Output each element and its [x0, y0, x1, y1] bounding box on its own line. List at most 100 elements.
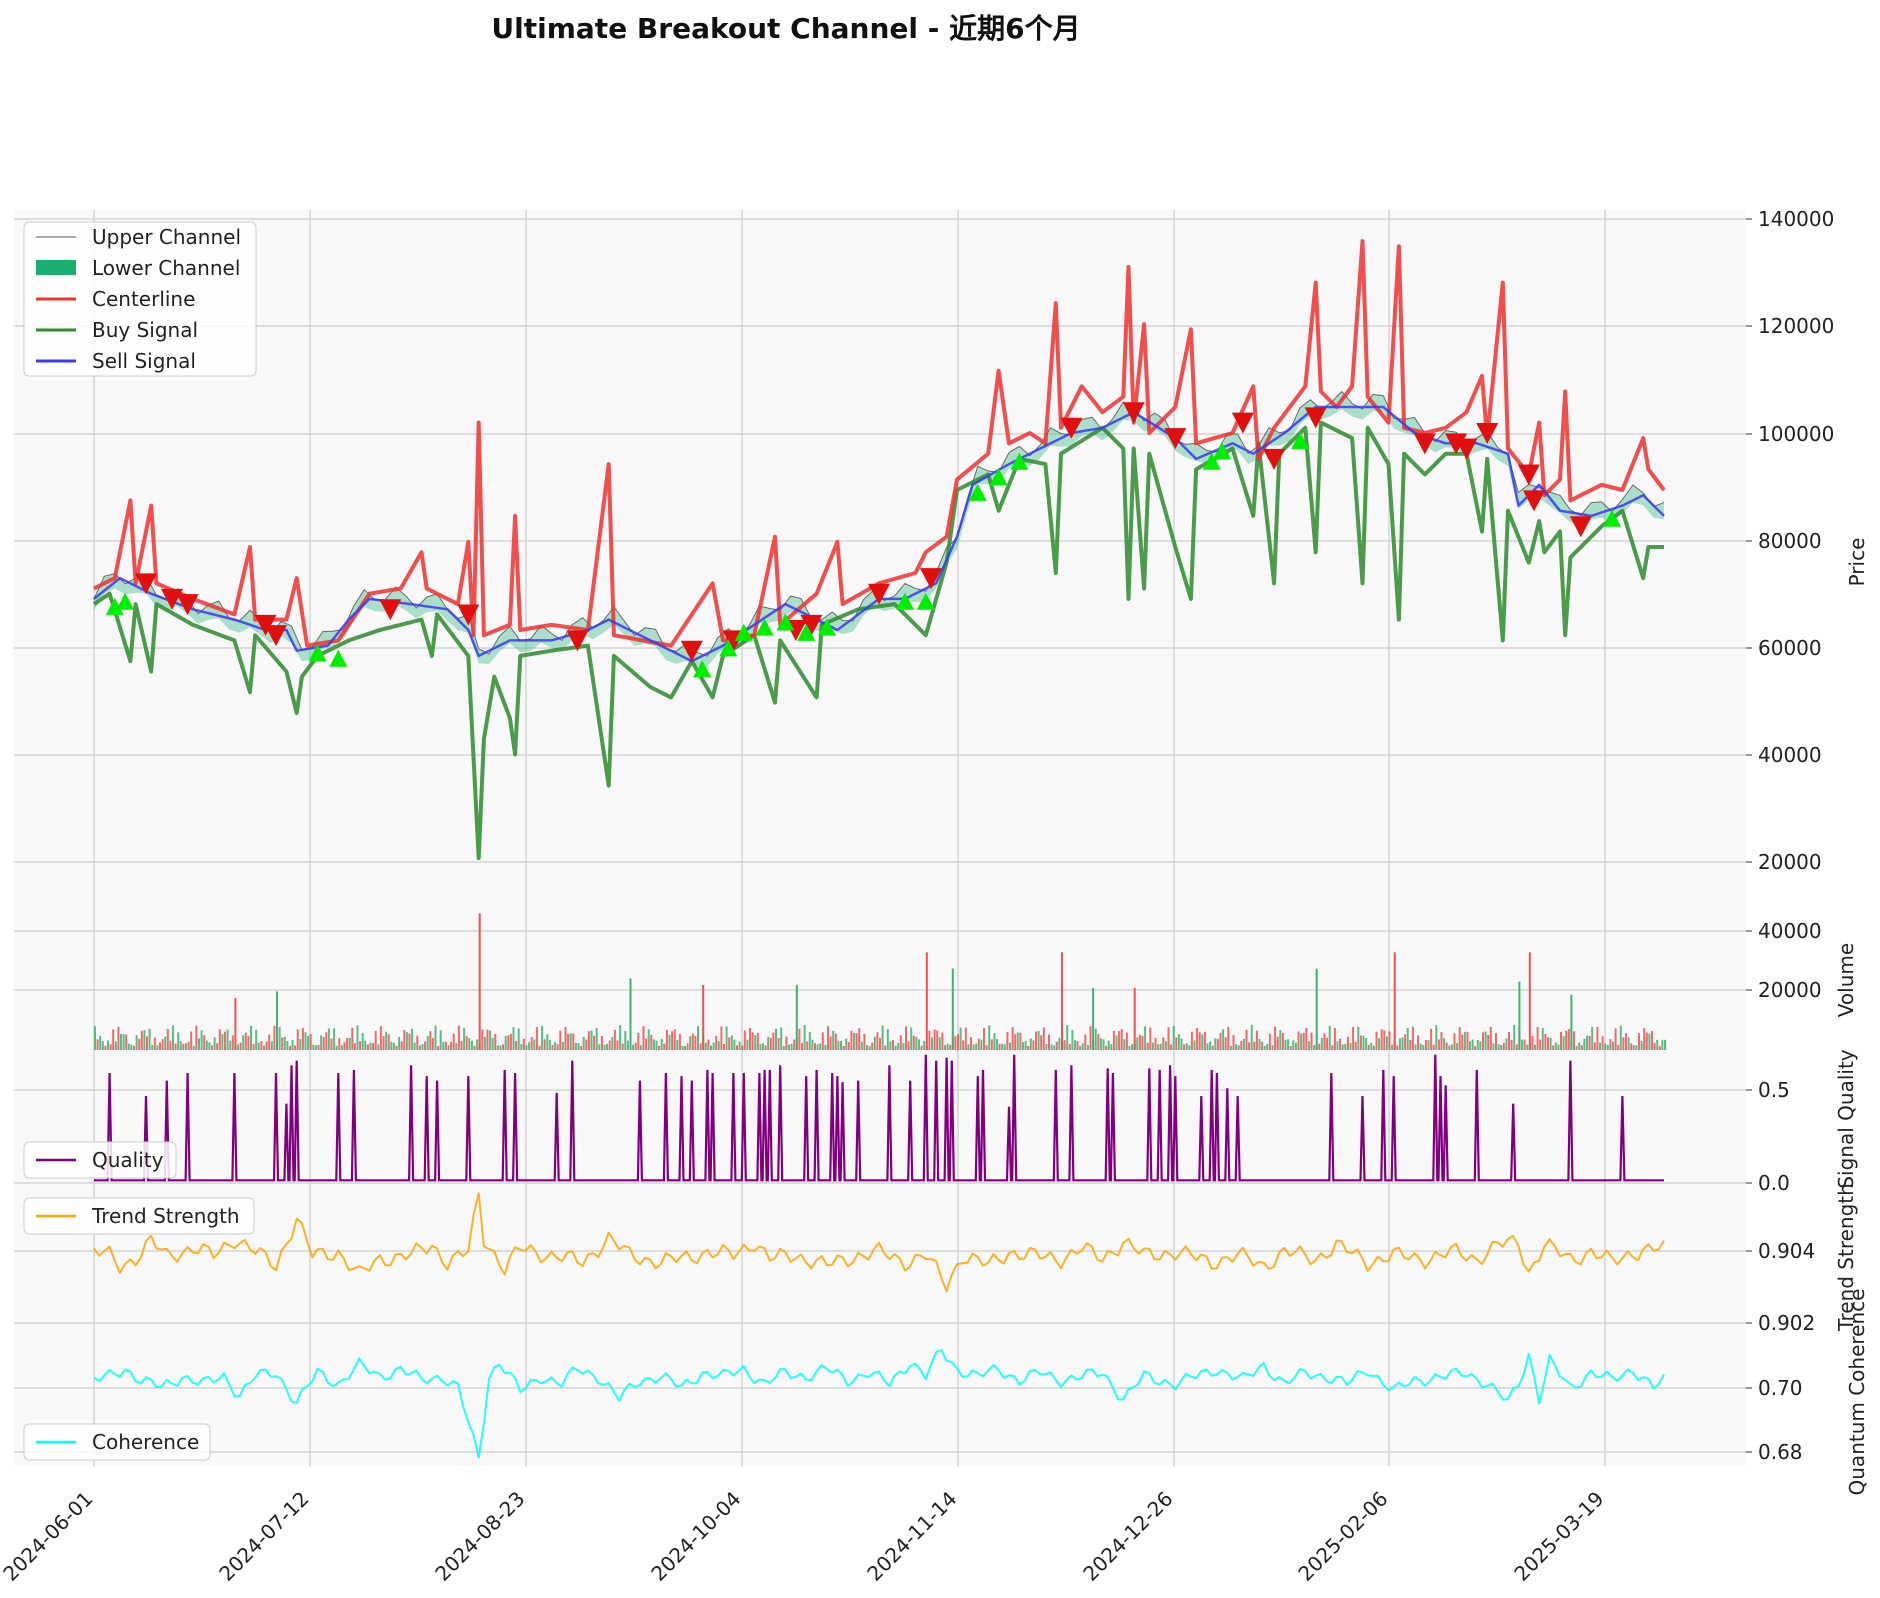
volume-bar: [1206, 1043, 1209, 1050]
quality-line: [94, 1054, 1664, 1182]
legend-label: Lower Channel: [92, 256, 240, 280]
volume-bar: [1375, 1031, 1378, 1050]
buy-marker: [693, 660, 712, 678]
volume-bar: [678, 1033, 681, 1050]
volume-bar: [1367, 1044, 1370, 1050]
volume-bar: [665, 1030, 668, 1050]
volume-bar: [1612, 1041, 1614, 1050]
price-legend: Upper Channel Lower Channel Centerline Buy …: [23, 221, 257, 377]
volume-bar: [871, 1042, 874, 1050]
volume-bar: [1630, 1043, 1633, 1050]
volume-bar: [1076, 1041, 1079, 1050]
volume-bar: [491, 1037, 494, 1050]
volume-bar: [1162, 1037, 1165, 1050]
volume-bar: [1014, 1034, 1017, 1050]
volume-bar: [1214, 1038, 1217, 1050]
volume-bar: [530, 1037, 533, 1050]
volume-bar: [1027, 1046, 1030, 1050]
volume-bar: [860, 1041, 863, 1050]
volume-bar: [691, 1033, 694, 1050]
volume-bar: [364, 1040, 367, 1050]
volume-bar: [187, 1042, 190, 1050]
volume-bar: [964, 1027, 967, 1050]
price-y-tick-label: 100000: [1758, 422, 1834, 446]
volume-bar: [1022, 1042, 1024, 1050]
volume-bar: [1471, 1039, 1474, 1050]
volume-bar: [892, 1040, 894, 1050]
volume-bar: [1123, 1039, 1126, 1050]
volume-bar: [811, 1039, 814, 1050]
volume-bar: [185, 1043, 187, 1050]
volume-bar: [289, 1046, 291, 1050]
volume-bar: [1354, 1042, 1357, 1050]
volume-bar: [247, 1035, 250, 1050]
volume-bar: [1443, 1038, 1446, 1050]
volume-bar: [1229, 1045, 1232, 1050]
volume-bar: [361, 1033, 364, 1050]
volume-bar: [127, 1043, 130, 1050]
volume-bar: [309, 1034, 312, 1050]
volume-bars: [94, 913, 1666, 1050]
volume-bar: [1424, 1039, 1427, 1050]
volume-bar: [372, 1043, 375, 1050]
volume-bar: [504, 1035, 507, 1050]
volume-bar: [541, 1025, 544, 1050]
volume-bar: [1440, 1031, 1443, 1050]
volume-bar: [546, 1034, 549, 1050]
volume-bar: [1357, 1026, 1360, 1050]
coherence-y-tick-label: 0.68: [1758, 1440, 1803, 1464]
volume-spike: [702, 984, 705, 1050]
volume-bar: [146, 1036, 148, 1050]
volume-bar: [148, 1028, 151, 1050]
volume-bar: [257, 1042, 260, 1050]
volume-bar: [866, 1045, 868, 1050]
volume-bar: [1157, 1044, 1160, 1050]
volume-bar: [1248, 1042, 1251, 1050]
volume-bar: [1625, 1033, 1627, 1050]
volume-spike: [1061, 952, 1063, 1050]
volume-bar: [1432, 1044, 1435, 1050]
volume-bar: [535, 1027, 538, 1050]
volume-bar: [1567, 1029, 1570, 1050]
volume-bar: [775, 1028, 777, 1050]
volume-bar: [749, 1028, 751, 1050]
volume-bar: [1323, 1033, 1326, 1050]
volume-bar: [782, 1046, 785, 1050]
volume-bar: [1466, 1031, 1469, 1050]
volume-bar: [595, 1028, 598, 1050]
volume-bar: [1474, 1046, 1477, 1050]
quality-legend: Quality: [23, 1141, 177, 1179]
volume-bar: [169, 1040, 172, 1050]
volume-bar: [1131, 1044, 1134, 1050]
sell-marker: [1164, 428, 1187, 450]
volume-bar: [769, 1037, 772, 1050]
volume-bar: [221, 1034, 224, 1050]
volume-bar: [340, 1045, 343, 1050]
volume-bar: [853, 1032, 855, 1050]
volume-bar: [905, 1026, 907, 1050]
volume-bar: [1372, 1045, 1375, 1050]
volume-bar: [1456, 1043, 1459, 1050]
volume-bar: [564, 1026, 567, 1050]
volume-bar: [712, 1042, 715, 1050]
volume-bar: [268, 1034, 271, 1050]
volume-bar: [517, 1028, 520, 1050]
volume-bar: [166, 1028, 169, 1050]
volume-bar: [104, 1045, 107, 1050]
volume-bar: [762, 1043, 764, 1050]
volume-bar: [265, 1041, 268, 1050]
volume-bar: [764, 1045, 767, 1050]
volume-bar: [996, 1039, 998, 1050]
volume-bar: [1037, 1030, 1040, 1050]
volume-bar: [1198, 1032, 1201, 1050]
volume-bar: [655, 1040, 658, 1050]
volume-spike: [925, 952, 928, 1050]
volume-bar: [1422, 1045, 1425, 1050]
volume-bar: [1201, 1034, 1204, 1050]
volume-bar: [1242, 1038, 1245, 1050]
volume-bar: [1167, 1027, 1170, 1050]
volume-bar: [759, 1044, 762, 1050]
volume-bar: [1536, 1027, 1539, 1050]
volume-bar: [1042, 1027, 1045, 1050]
